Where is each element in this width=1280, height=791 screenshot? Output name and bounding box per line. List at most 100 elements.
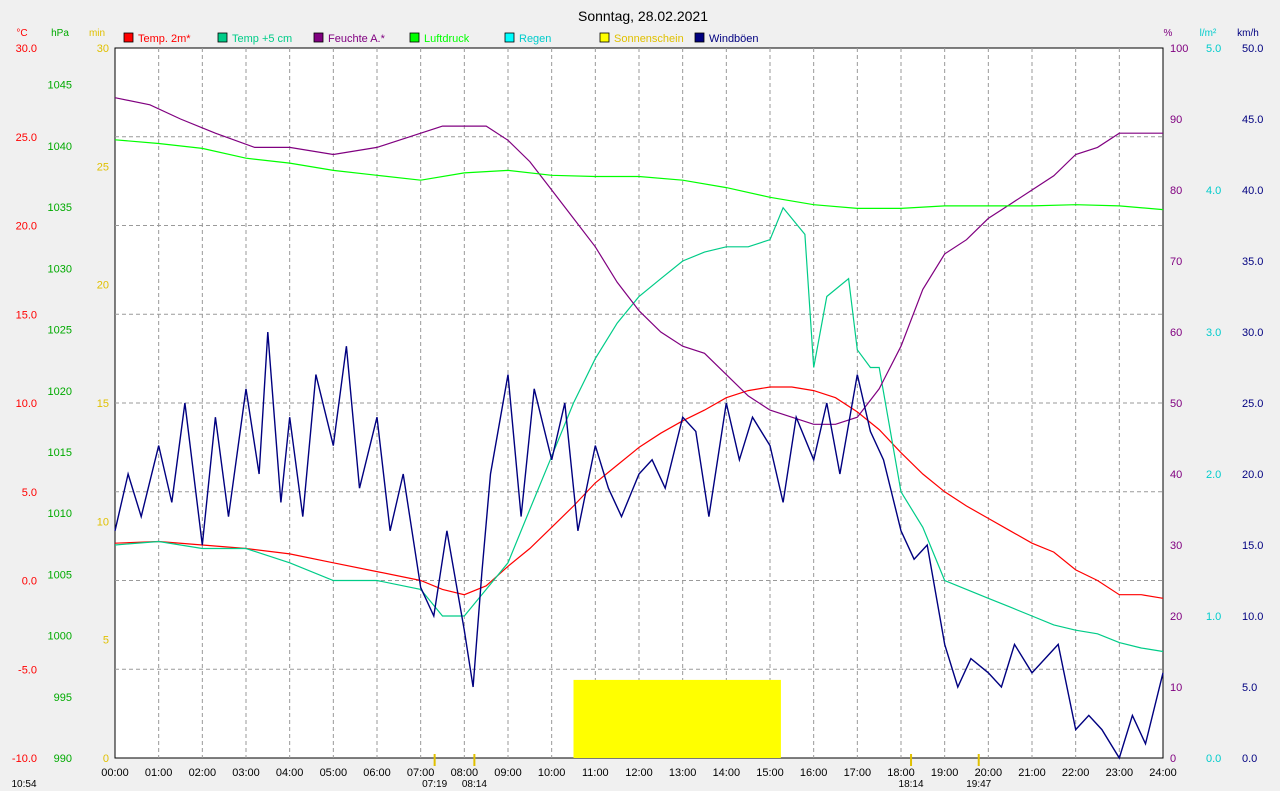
axis-tick-humidity: 100 [1170, 43, 1188, 55]
legend-swatch [504, 32, 515, 43]
x-tick-label: 00:00 [101, 767, 129, 779]
annotation-time: 10:54 [11, 779, 36, 790]
axis-tick-humidity: 50 [1170, 398, 1182, 410]
axis-tick-pressure: 1005 [48, 569, 72, 581]
axis-tick-humidity: 40 [1170, 469, 1182, 481]
axis-unit-rain: l/m² [1200, 28, 1217, 39]
axis-unit-pressure: hPa [51, 28, 69, 39]
axis-tick-pressure: 1040 [48, 141, 72, 153]
axis-tick-humidity: 70 [1170, 256, 1182, 268]
axis-tick-wind: 20.0 [1242, 469, 1263, 481]
axis-tick-wind: 40.0 [1242, 185, 1263, 197]
series-line-luftdruck [114, 139, 1164, 211]
axis-tick-pressure: 990 [54, 753, 72, 765]
legend-label: Windböen [709, 33, 759, 45]
axis-tick-rain: 0.0 [1206, 753, 1221, 765]
axis-tick-humidity: 10 [1170, 682, 1182, 694]
axis-tick-sun: 20 [97, 280, 109, 292]
sunshine-bar [573, 679, 781, 758]
x-tick-label: 10:00 [538, 767, 566, 779]
x-tick-label: 23:00 [1106, 767, 1134, 779]
axis-tick-humidity: 0 [1170, 753, 1176, 765]
axis-tick-rain: 1.0 [1206, 611, 1221, 623]
legend-swatch [694, 32, 705, 43]
legend-label: Regen [519, 33, 551, 45]
legend-swatch [313, 32, 324, 43]
x-tick-label: 21:00 [1018, 767, 1046, 779]
legend-swatch [409, 32, 420, 43]
chart-title: Sonntag, 28.02.2021 [578, 8, 708, 24]
x-tick-label: 05:00 [320, 767, 348, 779]
annotation-time: 18:14 [899, 779, 924, 790]
x-tick-label: 06:00 [363, 767, 391, 779]
axis-tick-temp: 0.0 [22, 576, 37, 588]
grid [115, 48, 1163, 758]
annotation-time: 08:14 [462, 779, 487, 790]
sunshine-bar-layer [573, 679, 781, 758]
x-tick-label: 03:00 [232, 767, 260, 779]
legend-label: Feuchte A.* [328, 33, 386, 45]
annotation-time: 19:47 [966, 779, 991, 790]
axis-tick-humidity: 90 [1170, 114, 1182, 126]
axis-tick-humidity: 80 [1170, 185, 1182, 197]
legend: Temp. 2m* Temp +5 cm Feuchte A.* Luftdruck R… [123, 32, 759, 45]
axis-tick-wind: 35.0 [1242, 256, 1263, 268]
axis-tick-pressure: 1010 [48, 508, 72, 520]
x-tick-label: 09:00 [494, 767, 522, 779]
axis-unit-wind: km/h [1237, 28, 1259, 39]
series-line-windb-en [114, 331, 1164, 760]
legend-label: Temp. 2m* [138, 33, 191, 45]
axis-tick-wind: 50.0 [1242, 43, 1263, 55]
axis-tick-temp: 10.0 [16, 398, 37, 410]
axis-tick-wind: 15.0 [1242, 540, 1263, 552]
axis-tick-rain: 5.0 [1206, 43, 1221, 55]
legend-swatch [123, 32, 134, 43]
legend-label: Luftdruck [424, 33, 470, 45]
axis-unit-sun: min [89, 28, 105, 39]
series-line-feuchte-a [114, 97, 1163, 425]
x-tick-label: 14:00 [713, 767, 741, 779]
axis-tick-pressure: 1000 [48, 631, 72, 643]
x-tick-label: 04:00 [276, 767, 304, 779]
axis-tick-pressure: 1045 [48, 80, 72, 92]
axis-tick-sun: 15 [97, 398, 109, 410]
x-tick-label: 01:00 [145, 767, 173, 779]
axis-tick-temp: -10.0 [12, 753, 37, 765]
x-tick-label: 12:00 [625, 767, 653, 779]
axis-tick-sun: 5 [103, 635, 109, 647]
annotations: 10:54 07:19 08:14 18:14 19:47 [11, 754, 992, 790]
axis-tick-sun: 25 [97, 161, 109, 173]
x-tick-label: 15:00 [756, 767, 784, 779]
series-layer [114, 97, 1164, 760]
legend-label: Sonnenschein [614, 33, 684, 45]
legend-swatch [599, 32, 610, 43]
x-tick-label: 18:00 [887, 767, 915, 779]
axis-tick-humidity: 20 [1170, 611, 1182, 623]
annotation-time: 07:19 [422, 779, 447, 790]
axis-tick-pressure: 995 [54, 692, 72, 704]
x-tick-label: 16:00 [800, 767, 828, 779]
axis-tick-rain: 3.0 [1206, 327, 1221, 339]
axis-tick-sun: 30 [97, 43, 109, 55]
x-tick-label: 11:00 [582, 767, 609, 779]
axis-tick-pressure: 1020 [48, 386, 72, 398]
axis-tick-sun: 10 [97, 516, 109, 528]
axis-tick-temp: 25.0 [16, 132, 37, 144]
axis-tick-humidity: 30 [1170, 540, 1182, 552]
axis-tick-temp: 20.0 [16, 221, 37, 233]
x-tick-label: 17:00 [844, 767, 872, 779]
axis-unit-temp: °C [16, 28, 27, 39]
axis-tick-wind: 45.0 [1242, 114, 1263, 126]
axis-tick-temp: 15.0 [16, 309, 37, 321]
axis-tick-temp: -5.0 [18, 664, 37, 676]
axis-tick-temp: 30.0 [16, 43, 37, 55]
legend-swatch [217, 32, 228, 43]
x-tick-label: 19:00 [931, 767, 959, 779]
axis-tick-pressure: 1025 [48, 325, 72, 337]
x-tick-label: 22:00 [1062, 767, 1090, 779]
axis-tick-rain: 2.0 [1206, 469, 1221, 481]
series-line-temp-5-cm [114, 206, 1164, 653]
x-tick-label: 20:00 [975, 767, 1003, 779]
x-tick-label: 02:00 [189, 767, 217, 779]
